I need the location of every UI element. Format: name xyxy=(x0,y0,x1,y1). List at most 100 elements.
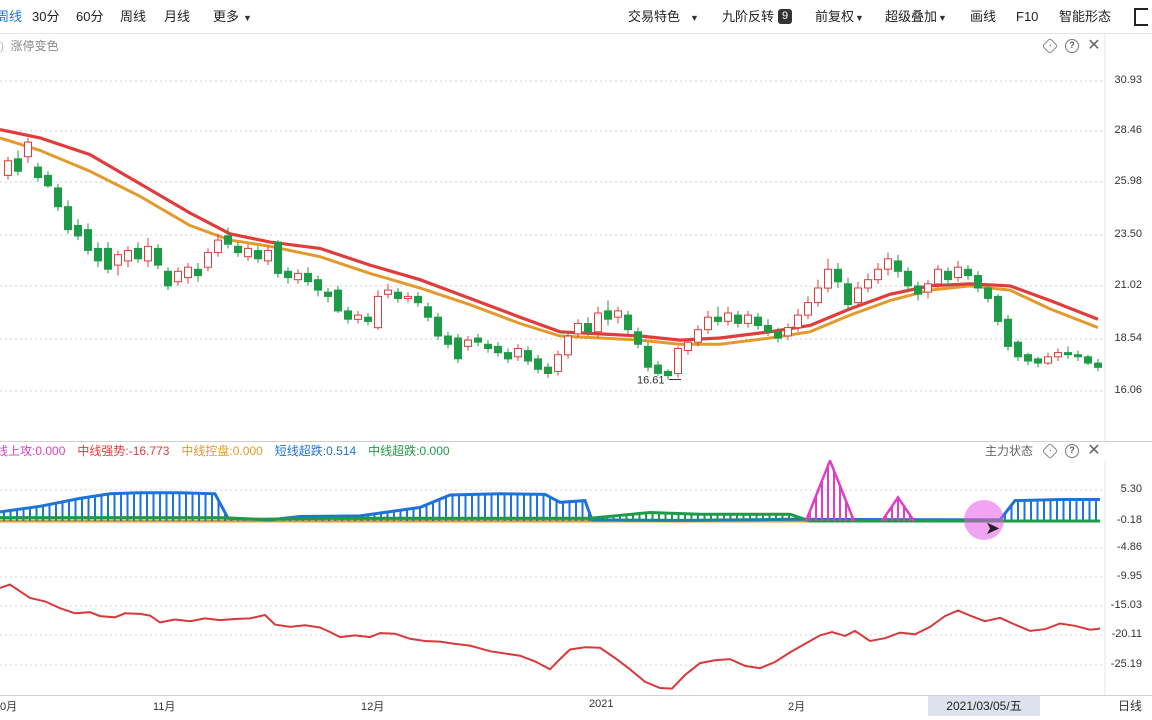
candlestick-chart[interactable]: 16.61 xyxy=(0,34,1152,442)
help-icon[interactable]: ? xyxy=(1065,444,1079,458)
indicator-axis-label: -9.95 xyxy=(1116,570,1142,582)
candle-down xyxy=(14,158,22,172)
price-axis-label: 30.93 xyxy=(1114,74,1142,86)
candle-down xyxy=(1084,356,1092,364)
x-label-2021: 2021 xyxy=(589,698,614,710)
indicator-axis-label: -15.03 xyxy=(1110,599,1142,611)
tab-60min[interactable]: 60分 xyxy=(76,9,104,24)
tab-weekly-active[interactable]: 周线 xyxy=(0,9,23,24)
candle-down xyxy=(1064,352,1072,356)
close-icon[interactable]: ✕ xyxy=(1087,442,1101,459)
indicator-axis-label: -4.86 xyxy=(1116,541,1142,553)
tab-30min[interactable]: 30分 xyxy=(32,9,60,24)
candle-down xyxy=(314,279,322,291)
candle-down xyxy=(424,306,432,318)
indicator-axis-label: -0.18 xyxy=(1116,514,1142,526)
candle-down xyxy=(634,331,642,345)
main-indicator-header: ) 涨停变色 xyxy=(0,39,59,53)
candle-up xyxy=(804,302,812,316)
mid-strength-line xyxy=(0,583,1101,690)
price-axis-label: 28.46 xyxy=(1114,124,1142,136)
candle-down xyxy=(324,291,332,297)
main-force-indicator-chart[interactable] xyxy=(0,460,1152,696)
candle-down xyxy=(524,350,532,362)
candle-down xyxy=(1034,358,1042,364)
candle-down xyxy=(624,314,632,331)
chevron-down-icon: ▼ xyxy=(243,13,252,23)
candle-up xyxy=(674,348,682,374)
candle-down xyxy=(474,337,482,343)
candle-down xyxy=(944,270,952,281)
period-toolbar: 周线 30分 60分 周线 月线 更多 ▼ 交易特色 ▼ 九阶反转 9 前复权▼ 超级… xyxy=(0,0,1152,34)
candle-up xyxy=(214,239,222,254)
ma-fast-line xyxy=(0,128,1099,342)
panel-toggle-icon[interactable] xyxy=(1134,8,1148,26)
candle-up xyxy=(384,289,392,295)
candle-up xyxy=(514,348,522,358)
candle-down xyxy=(1024,354,1032,362)
f10-button[interactable]: F10 xyxy=(1016,9,1039,24)
candle-down xyxy=(774,331,782,339)
candle-down xyxy=(974,275,982,289)
x-label-feb: 2月 xyxy=(788,701,806,713)
close-icon[interactable]: ✕ xyxy=(1087,37,1101,54)
candle-up xyxy=(874,268,882,281)
candle-down xyxy=(584,323,592,333)
chevron-down-icon: ▼ xyxy=(690,13,699,23)
candle-up xyxy=(934,268,942,285)
candle-down xyxy=(224,235,232,245)
period-daily-label[interactable]: 日线 xyxy=(1117,699,1142,713)
candle-up xyxy=(264,250,272,262)
candle-down xyxy=(834,268,842,283)
more-dropdown[interactable]: 更多 ▼ xyxy=(213,9,252,24)
trade-feature-dropdown[interactable]: 交易特色 ▼ xyxy=(628,9,699,24)
candle-up xyxy=(354,314,362,320)
attack-spike-outline xyxy=(804,460,856,522)
candle-up xyxy=(1054,352,1062,358)
candle-up xyxy=(1044,356,1052,364)
candle-down xyxy=(1004,318,1012,347)
legend-entry: 线上攻:0.000 xyxy=(0,444,66,458)
smart-pattern-button[interactable]: 智能形态 xyxy=(1059,9,1112,24)
candle-down xyxy=(1074,354,1082,358)
candle-down xyxy=(664,370,672,377)
candle-down xyxy=(84,229,92,251)
x-label-oct: 0月 xyxy=(0,701,18,713)
candle-down xyxy=(754,316,762,327)
candle-up xyxy=(954,266,962,279)
tab-weekly[interactable]: 周线 xyxy=(120,9,147,24)
indicator-label: 涨停变色 xyxy=(10,39,59,53)
candle-down xyxy=(844,283,852,306)
candle-down xyxy=(654,364,662,374)
candle-up xyxy=(574,323,582,335)
attack-spike-outline xyxy=(880,495,916,522)
candle-down xyxy=(714,316,722,322)
candle-down xyxy=(484,343,492,349)
candle-up xyxy=(814,287,822,304)
candle-down xyxy=(904,270,912,287)
candle-up xyxy=(24,141,32,158)
legend-entry: 中线控盘:0.000 xyxy=(181,444,263,458)
cursor-highlight xyxy=(964,500,1004,540)
candle-down xyxy=(94,247,102,262)
candle-down xyxy=(274,241,282,274)
overlay-dropdown[interactable]: 超级叠加▼ xyxy=(885,9,947,24)
draw-line-button[interactable]: 画线 xyxy=(970,9,997,24)
candle-down xyxy=(234,245,242,254)
settings-hex-icon[interactable]: · xyxy=(1041,442,1059,460)
candle-up xyxy=(594,312,602,333)
candle-down xyxy=(134,247,142,260)
candle-down xyxy=(504,352,512,360)
candle-up xyxy=(794,314,802,329)
tab-monthly[interactable]: 月线 xyxy=(164,9,191,24)
candle-down xyxy=(54,187,62,208)
help-icon[interactable]: ? xyxy=(1065,39,1079,53)
candle-down xyxy=(914,285,922,295)
front-adjust-dropdown[interactable]: 前复权▼ xyxy=(815,9,864,24)
candle-down xyxy=(74,225,82,237)
candle-up xyxy=(614,310,622,318)
candle-down xyxy=(964,268,972,277)
price-axis-label: 25.98 xyxy=(1114,175,1142,187)
nine-reversal-button[interactable]: 九阶反转 9 xyxy=(722,0,793,34)
candle-down xyxy=(194,268,202,277)
